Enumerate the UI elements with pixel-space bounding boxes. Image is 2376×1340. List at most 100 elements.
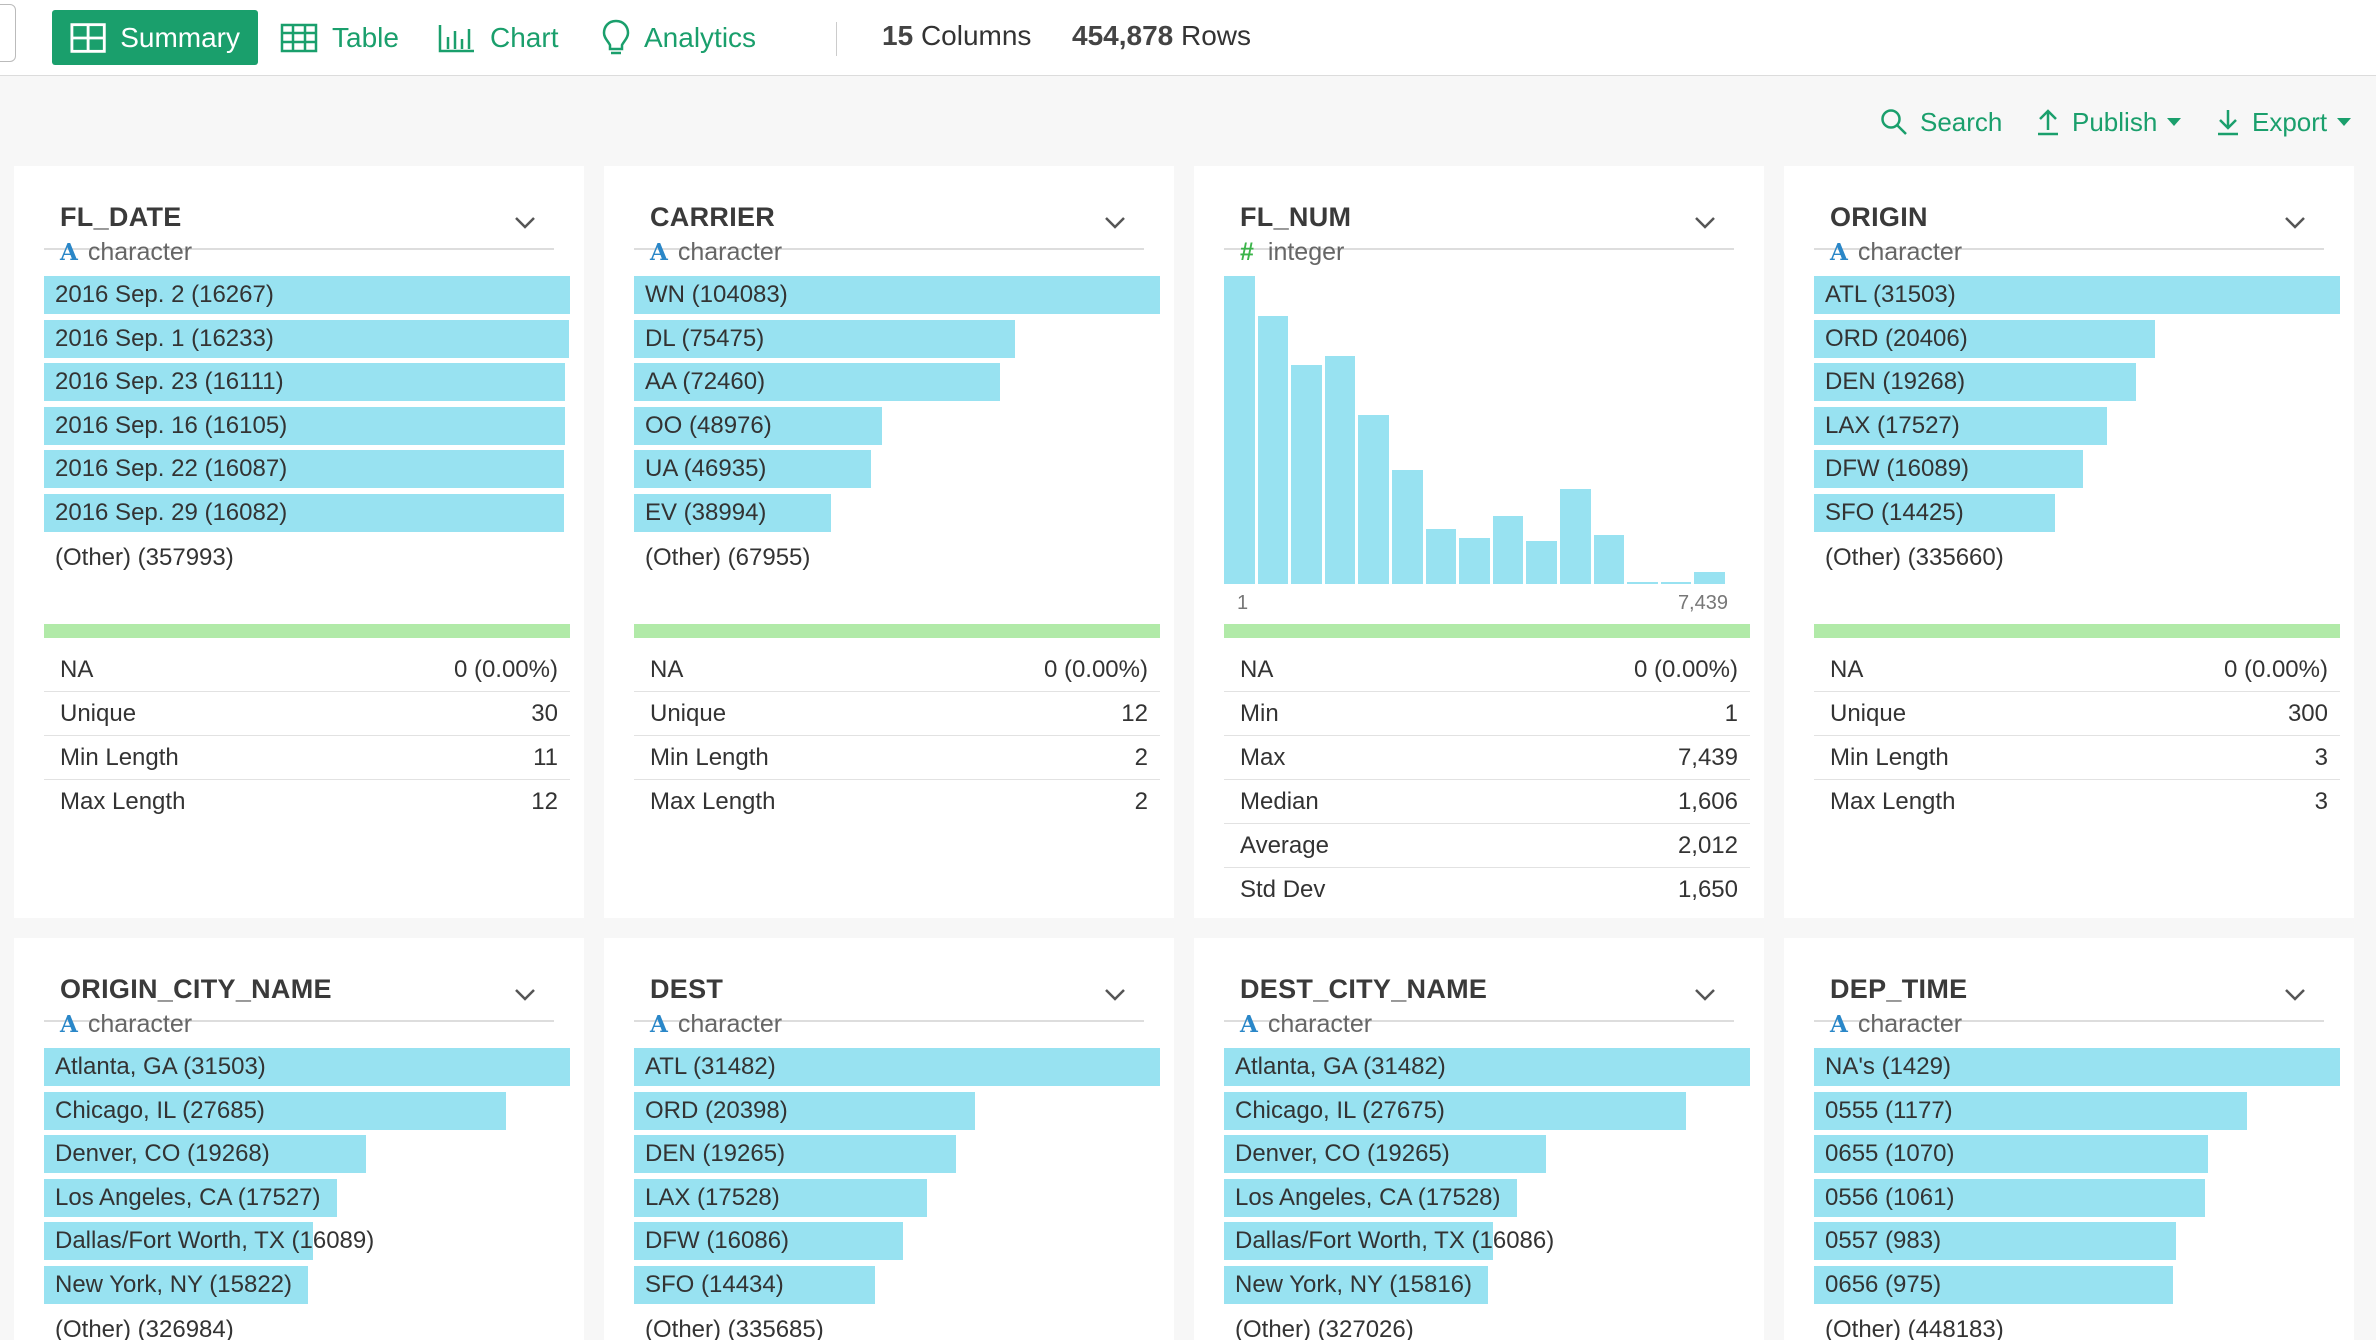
value-label: 0556 (1061) [1825, 1183, 1955, 1211]
histogram-bar[interactable] [1324, 356, 1356, 584]
value-label: ORD (20406) [1825, 324, 1968, 352]
stat-key: Std Dev [1240, 876, 1326, 903]
value-bar[interactable] [1814, 493, 2055, 532]
value-bar[interactable] [1814, 1048, 2340, 1086]
value-bar[interactable] [1814, 1178, 2205, 1217]
stat-value: 11 [533, 744, 558, 771]
tab-analytics[interactable]: Analytics [584, 10, 774, 65]
value-bar[interactable] [44, 319, 569, 358]
stat-value: 1,606 [1677, 788, 1738, 815]
search-button[interactable]: Search [1880, 102, 2002, 142]
histogram-bar[interactable] [1560, 489, 1591, 584]
value-label: New York, NY (15822) [55, 1270, 293, 1298]
value-bar[interactable] [634, 1135, 956, 1173]
value-bar[interactable] [1224, 1222, 1493, 1260]
histogram-bar[interactable] [1593, 535, 1625, 584]
value-bar[interactable] [1224, 1178, 1517, 1217]
table-icon [280, 23, 318, 52]
value-label: ATL (31503) [1825, 281, 1956, 308]
histogram-bar[interactable] [1291, 365, 1322, 584]
value-bar[interactable] [634, 1091, 975, 1130]
value-bar[interactable] [1224, 1265, 1488, 1304]
sidebar-toggle[interactable] [0, 4, 16, 62]
histogram-bar[interactable] [1257, 316, 1289, 584]
character-type-icon: A [650, 239, 668, 266]
value-bar[interactable] [634, 1222, 903, 1260]
export-button[interactable]: Export [2216, 102, 2352, 142]
value-bar[interactable] [44, 1048, 570, 1086]
histogram-bar[interactable] [1660, 582, 1692, 584]
chevron-down-icon[interactable] [1694, 988, 1716, 1002]
tab-table[interactable]: Table [262, 10, 417, 65]
value-bar[interactable] [1814, 1265, 2173, 1304]
tab-summary[interactable]: Summary [52, 10, 258, 65]
histogram-bar[interactable] [1694, 572, 1725, 584]
value-bar[interactable] [634, 1178, 927, 1217]
stat-row-max-length: Max Length 3 [1814, 780, 2340, 824]
value-bar[interactable] [634, 450, 871, 488]
chevron-down-icon[interactable] [2284, 988, 2306, 1002]
value-bar[interactable] [44, 450, 564, 488]
value-bar[interactable] [1814, 1135, 2208, 1173]
value-label: NA's (1429) [1825, 1053, 1951, 1080]
value-bar[interactable] [1814, 1222, 2176, 1260]
tab-chart[interactable]: Chart [420, 10, 576, 65]
value-bar[interactable] [634, 1265, 875, 1304]
chevron-down-icon[interactable] [2284, 216, 2306, 230]
histogram-bar[interactable] [1358, 415, 1389, 584]
value-bar[interactable] [634, 493, 831, 532]
histogram-bar[interactable] [1224, 276, 1255, 584]
value-bar[interactable] [44, 493, 564, 532]
histogram-bar[interactable] [1627, 582, 1658, 584]
value-bar[interactable] [44, 1265, 308, 1304]
export-label: Export [2252, 106, 2328, 137]
value-bar[interactable] [44, 1222, 313, 1260]
value-bar[interactable] [44, 276, 570, 314]
value-bar[interactable] [1814, 450, 2083, 488]
value-bar[interactable] [44, 406, 565, 445]
stat-row-min-length: Min Length 11 [44, 736, 570, 780]
value-bar[interactable] [44, 363, 565, 401]
value-bar[interactable] [44, 1178, 337, 1217]
value-bar[interactable] [44, 1135, 366, 1173]
value-bar[interactable] [634, 406, 882, 445]
value-bar[interactable] [1224, 1048, 1750, 1086]
column-name: ORIGIN_CITY_NAME [60, 974, 332, 1004]
chevron-down-icon[interactable] [1104, 216, 1126, 230]
value-bar[interactable] [1224, 1135, 1546, 1173]
value-label: 2016 Sep. 29 (16082) [55, 498, 288, 526]
character-type-icon: A [60, 1011, 78, 1038]
value-bar[interactable] [634, 319, 1015, 358]
publish-button[interactable]: Publish [2036, 102, 2182, 142]
chevron-down-icon[interactable] [514, 216, 536, 230]
value-bar[interactable] [1814, 406, 2107, 445]
value-bar[interactable] [1814, 363, 2136, 401]
rows-count: 454,878 Rows [1072, 20, 1251, 52]
value-bar[interactable] [1814, 276, 2340, 314]
value-bar[interactable] [1814, 319, 2155, 358]
value-bar[interactable] [1814, 1091, 2247, 1130]
number-type-icon: # [1240, 238, 1254, 266]
columns-count-label: Columns [920, 20, 1032, 51]
search-icon [1881, 109, 1907, 135]
histogram-bar[interactable] [1425, 529, 1457, 584]
value-bar[interactable] [634, 276, 1160, 314]
stat-key: Unique [60, 700, 137, 727]
histogram-bar[interactable] [1526, 541, 1557, 584]
value-bar[interactable] [1224, 1091, 1686, 1130]
value-bar[interactable] [634, 1048, 1160, 1086]
chevron-down-icon[interactable] [1104, 988, 1126, 1002]
value-label: 2016 Sep. 1 (16233) [55, 324, 274, 352]
histogram-bar[interactable] [1459, 538, 1490, 584]
chevron-down-icon[interactable] [1694, 216, 1716, 230]
histogram-bar[interactable] [1492, 516, 1524, 584]
chevron-down-icon[interactable] [514, 988, 536, 1002]
value-bar[interactable] [44, 1091, 506, 1130]
value-bar[interactable] [634, 363, 1000, 401]
histogram-bar[interactable] [1392, 470, 1423, 584]
